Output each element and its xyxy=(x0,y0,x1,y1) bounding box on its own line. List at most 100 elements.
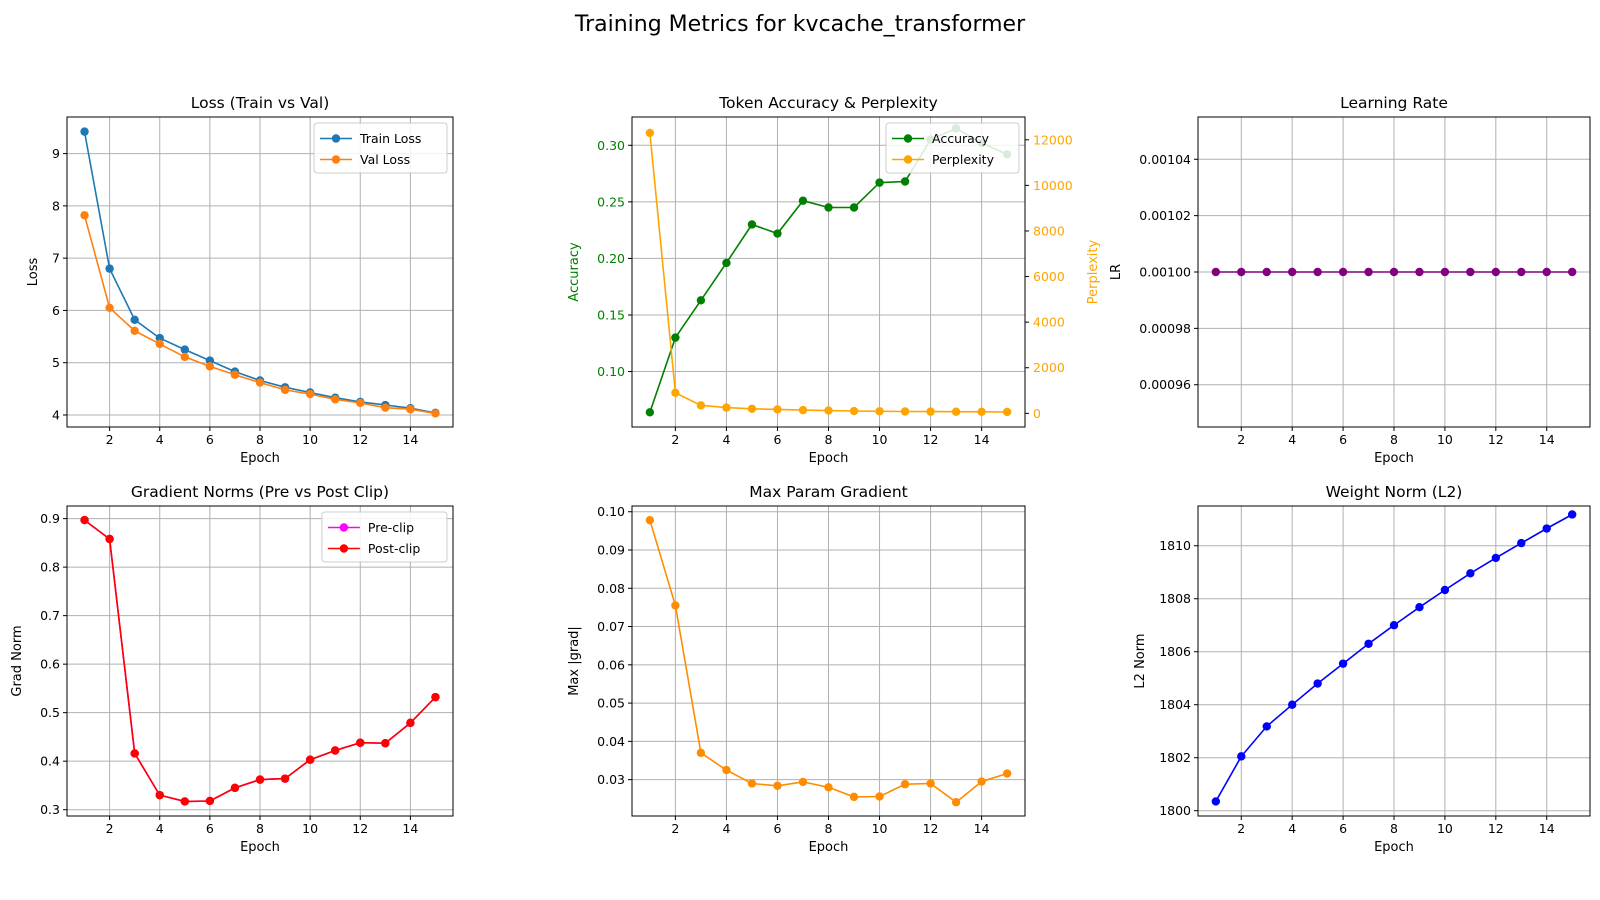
y-axis-label: Grad Norm xyxy=(10,625,25,696)
data-point xyxy=(381,403,390,412)
y-tick-label: 0.00100 xyxy=(1139,265,1191,280)
data-point xyxy=(1338,267,1348,277)
data-point xyxy=(356,398,365,408)
y-tick-label: 0.6 xyxy=(40,657,60,672)
x-tick-label: 12 xyxy=(923,821,939,836)
x-tick-label: 4 xyxy=(156,432,164,447)
chart-accuracy: 2 4 6 8 10 12 14 0.10 0.15 0.20 0.25 0.30 0 2000 4000 6… xyxy=(567,94,1101,466)
data-point xyxy=(926,779,935,788)
x-tick-label: 12 xyxy=(352,821,368,836)
legend: Accuracy Perplexity xyxy=(885,122,1020,174)
x-tick-label: 8 xyxy=(256,432,264,447)
data-point xyxy=(255,378,265,387)
y-right-tick-label: 12000 xyxy=(1033,132,1073,147)
data-point xyxy=(849,792,859,802)
data-point xyxy=(875,407,884,416)
data-point xyxy=(406,718,415,728)
chart-title: Max Param Gradient xyxy=(749,483,907,501)
legend: Train Loss Val Loss xyxy=(313,122,448,174)
data-point xyxy=(381,739,390,748)
y-tick-label: 0.03 xyxy=(597,772,625,787)
data-point xyxy=(1466,569,1475,578)
chart-title: Loss (Train vs Val) xyxy=(191,94,330,112)
y-tick-label: 8 xyxy=(52,198,60,213)
y-tick-label: 1806 xyxy=(1159,644,1191,659)
data-point xyxy=(747,220,757,229)
y-tick-label: 4 xyxy=(52,407,60,422)
data-point xyxy=(105,534,114,544)
data-point xyxy=(722,258,731,268)
data-point xyxy=(875,178,884,187)
x-tick-label: 2 xyxy=(671,432,679,447)
y-tick-label: 0.4 xyxy=(40,754,60,769)
data-point xyxy=(671,601,680,610)
y-tick-label: 0.05 xyxy=(597,696,625,711)
x-tick-label: 12 xyxy=(923,432,939,447)
y-tick-label: 0.10 xyxy=(597,504,625,519)
legend-swatch-marker xyxy=(331,155,341,164)
x-tick-label: 6 xyxy=(1339,432,1347,447)
data-point xyxy=(1517,267,1526,277)
data-point xyxy=(1542,524,1551,533)
y-tick-label: 0.20 xyxy=(597,251,625,266)
data-point xyxy=(671,333,680,342)
legend-swatch-marker xyxy=(903,134,913,143)
data-point xyxy=(205,362,215,371)
y-tick-label: 0.9 xyxy=(40,511,60,526)
data-point xyxy=(951,407,961,416)
data-point xyxy=(280,774,290,783)
data-point xyxy=(798,196,808,205)
data-point xyxy=(824,203,833,212)
legend-label: Perplexity xyxy=(932,152,995,167)
data-point xyxy=(798,405,808,415)
data-point xyxy=(977,407,986,417)
data-point xyxy=(180,797,190,806)
x-tick-label: 2 xyxy=(106,432,114,447)
data-point xyxy=(900,780,910,789)
data-point xyxy=(951,798,961,807)
data-point xyxy=(1491,267,1501,277)
y-tick-label: 0.04 xyxy=(597,734,625,749)
data-point xyxy=(406,405,415,414)
y-tick-label: 0.5 xyxy=(40,705,60,720)
data-point xyxy=(255,775,265,784)
x-tick-label: 8 xyxy=(1390,432,1398,447)
data-point xyxy=(80,211,89,220)
y-tick-label: 1808 xyxy=(1159,591,1191,606)
chart-title: Weight Norm (L2) xyxy=(1326,483,1463,501)
figure-title: Training Metrics for kvcache_transformer xyxy=(574,12,1026,37)
data-point xyxy=(305,755,315,764)
y-right-tick-label: 10000 xyxy=(1033,178,1073,193)
x-tick-label: 14 xyxy=(402,432,418,447)
data-point xyxy=(330,746,340,755)
y-right-tick-label: 8000 xyxy=(1033,223,1065,238)
data-point xyxy=(1567,510,1577,519)
x-axis-label: Epoch xyxy=(1374,451,1414,466)
y-tick-label: 0.00098 xyxy=(1139,321,1191,336)
x-tick-label: 2 xyxy=(106,821,114,836)
legend-swatch-marker xyxy=(339,544,349,553)
x-tick-label: 12 xyxy=(352,432,368,447)
y-tick-label: 0.09 xyxy=(597,543,625,558)
x-tick-label: 4 xyxy=(1288,432,1296,447)
data-point xyxy=(900,407,910,416)
x-tick-label: 6 xyxy=(1339,821,1347,836)
x-tick-label: 12 xyxy=(1488,432,1504,447)
legend-label: Train Loss xyxy=(359,131,421,146)
data-point xyxy=(356,738,365,747)
data-point xyxy=(130,749,139,758)
data-point xyxy=(1415,603,1424,612)
data-point xyxy=(645,408,655,417)
data-point xyxy=(1313,679,1322,688)
x-tick-label: 10 xyxy=(1437,432,1453,447)
data-point xyxy=(1002,769,1012,778)
data-point xyxy=(1262,722,1271,731)
chart-title: Learning Rate xyxy=(1340,94,1448,112)
data-point xyxy=(205,356,215,365)
chart-title: Gradient Norms (Pre vs Post Clip) xyxy=(131,483,389,501)
y-tick-label: 9 xyxy=(52,146,60,161)
x-tick-label: 8 xyxy=(256,821,264,836)
legend-box xyxy=(885,122,1020,174)
y-right-tick-label: 0 xyxy=(1033,406,1041,421)
x-tick-label: 4 xyxy=(722,432,730,447)
